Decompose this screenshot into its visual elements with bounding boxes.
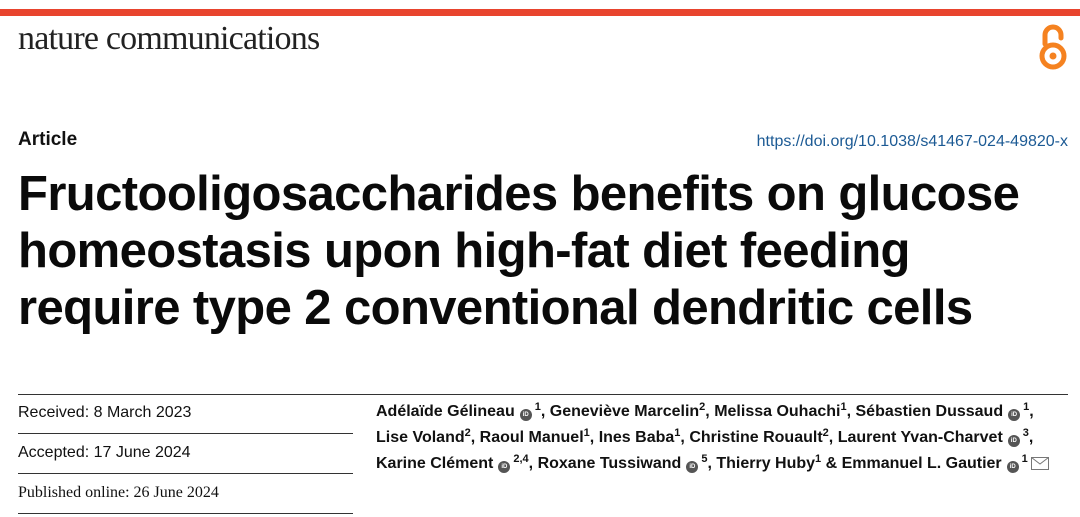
author-name[interactable]: Roxane Tussiwand xyxy=(537,455,682,472)
affiliation-number: 3 xyxy=(1022,427,1029,439)
author-name[interactable]: Christine Rouault xyxy=(689,429,823,446)
author-separator: , xyxy=(589,429,595,446)
author-separator: , xyxy=(540,403,546,420)
publication-dates: Received: 8 March 2023 Accepted: 17 June… xyxy=(18,394,353,514)
published-date-row: Published online: 26 June 2024 xyxy=(18,474,353,514)
author[interactable]: Christine Rouault2, xyxy=(689,427,834,447)
author-separator: , xyxy=(846,403,852,420)
affiliation-number: 2 xyxy=(822,427,829,439)
accepted-date: Accepted: 17 June 2024 xyxy=(18,444,191,461)
author[interactable]: Emmanuel L. Gautier iD1 xyxy=(841,453,1049,473)
orcid-icon[interactable]: iD xyxy=(1008,409,1021,421)
affiliation-number: 1 xyxy=(1021,453,1028,465)
author-separator: , xyxy=(707,455,712,472)
header-divider xyxy=(18,394,1068,395)
journal-accent-bar xyxy=(0,9,1080,16)
author-name[interactable]: Lise Voland xyxy=(376,429,465,446)
affiliation-number: 2 xyxy=(464,427,471,439)
author-separator: , xyxy=(828,429,834,446)
author-separator: , xyxy=(680,429,685,446)
author[interactable]: Karine Clément iD2,4, xyxy=(376,453,534,473)
affiliation-number: 1 xyxy=(1023,401,1030,413)
author-name[interactable]: Geneviève Marcelin xyxy=(549,403,700,420)
orcid-icon[interactable]: iD xyxy=(498,461,511,473)
affiliation-number: 2,4 xyxy=(513,453,529,465)
open-access-icon xyxy=(1039,24,1067,70)
article-type: Article xyxy=(18,129,78,150)
author[interactable]: Laurent Yvan-Charvet iD3, xyxy=(837,427,1034,447)
mail-icon[interactable] xyxy=(1030,457,1049,470)
author[interactable]: Roxane Tussiwand iD5, xyxy=(537,453,712,473)
affiliation-number: 1 xyxy=(534,401,541,413)
author-name[interactable]: Laurent Yvan-Charvet xyxy=(837,429,1003,446)
affiliation-number: 1 xyxy=(583,427,590,439)
affiliation-number: 1 xyxy=(815,453,822,465)
author-list: Adélaïde Gélineau iD1, Geneviève Marcelin… xyxy=(376,399,1066,477)
published-date: Published online: 26 June 2024 xyxy=(18,484,219,501)
author[interactable]: Geneviève Marcelin2, xyxy=(549,401,710,421)
author-separator: & xyxy=(821,455,838,472)
author-name[interactable]: Adélaïde Gélineau xyxy=(376,403,515,420)
affiliation-number: 2 xyxy=(699,401,706,413)
author-name[interactable]: Ines Baba xyxy=(598,429,675,446)
author[interactable]: Adélaïde Gélineau iD1, xyxy=(376,401,546,421)
accepted-date-row: Accepted: 17 June 2024 xyxy=(18,434,353,474)
author-name[interactable]: Thierry Huby xyxy=(716,455,816,472)
author-separator: , xyxy=(1029,403,1034,420)
orcid-icon[interactable]: iD xyxy=(1006,461,1019,473)
journal-name[interactable]: nature communications xyxy=(18,20,320,57)
author[interactable]: Melissa Ouhachi1, xyxy=(714,401,852,421)
author-name[interactable]: Melissa Ouhachi xyxy=(714,403,841,420)
orcid-icon[interactable]: iD xyxy=(1007,435,1020,447)
author[interactable]: Ines Baba1, xyxy=(598,427,685,447)
author[interactable]: Raoul Manuel1, xyxy=(479,427,595,447)
received-date: Received: 8 March 2023 xyxy=(18,404,192,421)
author-separator: , xyxy=(1028,429,1034,446)
author-name[interactable]: Raoul Manuel xyxy=(479,429,584,446)
author-separator: , xyxy=(470,429,476,446)
author[interactable]: Sébastien Dussaud iD1, xyxy=(855,401,1034,421)
author-name[interactable]: Emmanuel L. Gautier xyxy=(841,455,1002,472)
affiliation-number: 1 xyxy=(674,427,681,439)
orcid-icon[interactable]: iD xyxy=(686,461,699,473)
paper-title: Fructooligosaccharides benefits on gluco… xyxy=(18,167,1020,335)
author-separator: , xyxy=(528,455,534,472)
author[interactable]: Thierry Huby1 & xyxy=(716,453,838,473)
author-name[interactable]: Sébastien Dussaud xyxy=(855,403,1004,420)
affiliation-number: 5 xyxy=(701,453,708,465)
orcid-icon[interactable]: iD xyxy=(519,409,532,421)
author-separator: , xyxy=(705,403,710,420)
affiliation-number: 1 xyxy=(840,401,847,413)
author-name[interactable]: Karine Clément xyxy=(376,455,494,472)
received-date-row: Received: 8 March 2023 xyxy=(18,394,353,434)
doi-link[interactable]: https://doi.org/10.1038/s41467-024-49820… xyxy=(756,133,1068,150)
author[interactable]: Lise Voland2, xyxy=(376,427,476,447)
